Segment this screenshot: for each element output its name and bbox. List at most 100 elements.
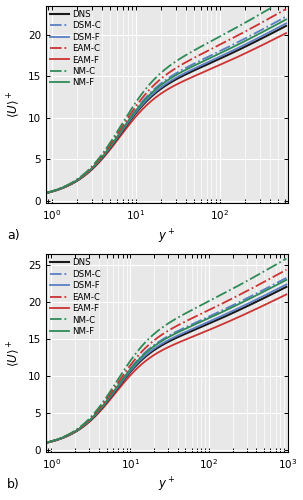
- NM-F: [205, 316, 208, 322]
- EAM-C: [153, 82, 156, 87]
- NM-C: [186, 51, 189, 57]
- NM-C: [87, 167, 90, 173]
- DSM-C: [44, 440, 48, 446]
- DNS: [87, 169, 90, 175]
- NM-F: [186, 66, 189, 72]
- EAM-F: [44, 440, 48, 446]
- Line: NM-C: NM-C: [46, 0, 286, 193]
- EAM-C: [87, 418, 90, 424]
- EAM-F: [44, 190, 48, 196]
- EAM-C: [225, 38, 228, 44]
- DSM-C: [153, 86, 156, 92]
- EAM-F: [106, 150, 109, 156]
- X-axis label: $y^+$: $y^+$: [158, 228, 175, 246]
- DNS: [225, 52, 228, 59]
- EAM-C: [106, 145, 109, 151]
- EAM-F: [205, 328, 208, 334]
- DNS: [205, 62, 208, 68]
- DSM-C: [225, 305, 229, 311]
- EAM-F: [153, 352, 157, 358]
- NM-C: [44, 440, 48, 446]
- DSM-C: [205, 54, 208, 60]
- NM-F: [186, 325, 189, 331]
- EAM-F: [225, 320, 229, 326]
- EAM-F: [186, 336, 189, 342]
- NM-C: [205, 41, 208, 47]
- DNS: [205, 322, 208, 328]
- DSM-C: [285, 275, 288, 281]
- NM-F: [106, 147, 109, 153]
- NM-C: [87, 416, 90, 422]
- NM-C: [106, 144, 109, 150]
- Line: NM-F: NM-F: [46, 20, 286, 193]
- NM-C: [153, 330, 157, 336]
- NM-C: [285, 256, 288, 262]
- Text: a): a): [7, 229, 20, 242]
- NM-C: [153, 76, 156, 82]
- EAM-F: [205, 68, 208, 74]
- Legend: DNS, DSM-C, DSM-F, EAM-C, EAM-F, NM-C, NM-F: DNS, DSM-C, DSM-F, EAM-C, EAM-F, NM-C, N…: [48, 8, 103, 89]
- EAM-F: [153, 96, 156, 102]
- NM-F: [44, 190, 48, 196]
- DNS: [87, 419, 90, 425]
- NM-F: [153, 342, 157, 348]
- NM-C: [106, 392, 110, 398]
- EAM-C: [106, 394, 110, 400]
- DSM-F: [205, 320, 208, 326]
- EAM-F: [87, 170, 90, 175]
- NM-F: [225, 47, 228, 53]
- DSM-F: [153, 346, 157, 352]
- Y-axis label: $\langle U \rangle^+$: $\langle U \rangle^+$: [5, 90, 22, 118]
- EAM-F: [87, 420, 90, 426]
- DSM-F: [44, 440, 48, 446]
- NM-C: [186, 310, 189, 316]
- DNS: [153, 91, 156, 97]
- EAM-F: [225, 59, 228, 65]
- Line: DSM-C: DSM-C: [46, 278, 286, 443]
- Legend: DNS, DSM-C, DSM-F, EAM-C, EAM-F, NM-C, NM-F: DNS, DSM-C, DSM-F, EAM-C, EAM-F, NM-C, N…: [48, 257, 103, 338]
- NM-F: [225, 307, 229, 313]
- DNS: [44, 440, 48, 446]
- Line: DNS: DNS: [46, 26, 286, 193]
- EAM-C: [186, 58, 189, 64]
- NM-C: [284, 0, 288, 2]
- EAM-C: [186, 318, 189, 324]
- DNS: [225, 312, 229, 318]
- Line: NM-C: NM-C: [46, 258, 286, 442]
- EAM-F: [186, 76, 189, 82]
- DSM-F: [106, 148, 109, 154]
- NM-F: [106, 396, 110, 402]
- DSM-F: [186, 69, 189, 75]
- EAM-F: [285, 292, 288, 298]
- Line: EAM-C: EAM-C: [46, 270, 286, 442]
- EAM-C: [284, 6, 288, 12]
- DSM-F: [186, 328, 189, 334]
- NM-F: [153, 88, 156, 94]
- DSM-F: [285, 282, 288, 288]
- DSM-C: [44, 190, 48, 196]
- DNS: [153, 346, 157, 352]
- EAM-C: [285, 267, 288, 273]
- EAM-C: [44, 190, 48, 196]
- DSM-C: [186, 64, 189, 70]
- Line: DSM-F: DSM-F: [46, 24, 286, 193]
- X-axis label: $y^+$: $y^+$: [158, 476, 175, 494]
- DNS: [106, 148, 109, 154]
- DNS: [186, 330, 189, 336]
- NM-F: [285, 277, 288, 283]
- DSM-C: [87, 418, 90, 424]
- DSM-F: [284, 20, 288, 26]
- DNS: [285, 284, 288, 290]
- NM-F: [284, 16, 288, 22]
- EAM-C: [153, 337, 157, 343]
- NM-C: [225, 289, 229, 295]
- NM-F: [87, 418, 90, 424]
- NM-F: [87, 168, 90, 174]
- EAM-C: [87, 168, 90, 174]
- DSM-C: [225, 44, 228, 51]
- Line: EAM-C: EAM-C: [46, 9, 286, 193]
- DNS: [106, 398, 110, 404]
- EAM-C: [205, 48, 208, 54]
- DSM-F: [205, 60, 208, 66]
- Text: b): b): [7, 478, 20, 490]
